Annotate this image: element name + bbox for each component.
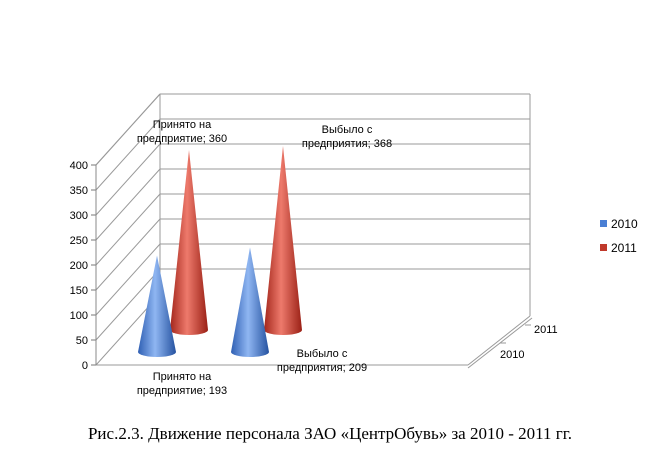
figure-caption: Рис.2.3. Движение персонала ЗАО «ЦентрОб… [87, 424, 573, 443]
legend: 2010 2011 [600, 217, 638, 255]
cone-2011-2 [264, 146, 302, 335]
cone-body [170, 150, 208, 335]
y-axis-ticks: 0 50 100 150 200 250 300 350 400 [70, 160, 97, 372]
side-gridline [95, 193, 161, 266]
data-label-value: предприятие; 360 [137, 133, 227, 145]
cone-body [231, 247, 269, 357]
data-label-category: Выбыло с [322, 124, 373, 136]
depth-axis-label: 2011 [534, 324, 558, 336]
gridlines [95, 93, 530, 341]
data-label-category: Выбыло с [297, 348, 348, 360]
side-gridline [95, 243, 161, 316]
side-gridline [95, 93, 161, 166]
data-label: Принято на предприятие; 360 [137, 119, 227, 145]
data-label: Выбыло с предприятия; 368 [302, 124, 392, 150]
floor-right-edge [467, 315, 531, 366]
legend-swatch [600, 244, 607, 251]
depth-axis: 2010 2011 [467, 317, 558, 369]
cone-body [138, 255, 176, 357]
side-gridline [95, 118, 161, 191]
cone-2011-1 [170, 150, 208, 335]
y-tick-label: 400 [70, 160, 88, 172]
legend-label: 2010 [611, 217, 638, 231]
legend-label: 2011 [611, 241, 637, 255]
data-label-value: предприятия; 368 [302, 138, 392, 150]
data-label: Выбыло с предприятия; 209 [277, 348, 367, 374]
legend-swatch [600, 220, 607, 227]
side-gridline [95, 268, 161, 341]
y-tick-label: 250 [70, 235, 88, 247]
y-tick-label: 50 [76, 335, 88, 347]
side-gridline [95, 143, 161, 216]
depth-axis-label: 2010 [500, 349, 524, 361]
cone-2010-1 [138, 255, 176, 357]
cone-body [264, 146, 302, 335]
data-label-value: предприятие; 193 [137, 385, 227, 397]
y-tick-label: 100 [70, 310, 88, 322]
data-label-category: Принято на [153, 119, 212, 131]
data-label-category: Принято на [153, 371, 212, 383]
cones [138, 146, 302, 357]
side-gridline [95, 218, 161, 291]
data-label: Принято на предприятие; 193 [137, 371, 227, 397]
y-tick-label: 200 [70, 260, 88, 272]
data-labels: Принято на предприятие; 193 Выбыло с предпр… [137, 119, 392, 397]
side-gridline [95, 168, 161, 241]
cone-2010-2 [231, 247, 269, 357]
y-tick-label: 300 [70, 210, 88, 222]
y-tick-label: 350 [70, 185, 88, 197]
data-label-value: предприятия; 209 [277, 362, 367, 374]
y-tick-label: 150 [70, 285, 88, 297]
y-tick-label: 0 [82, 360, 88, 372]
